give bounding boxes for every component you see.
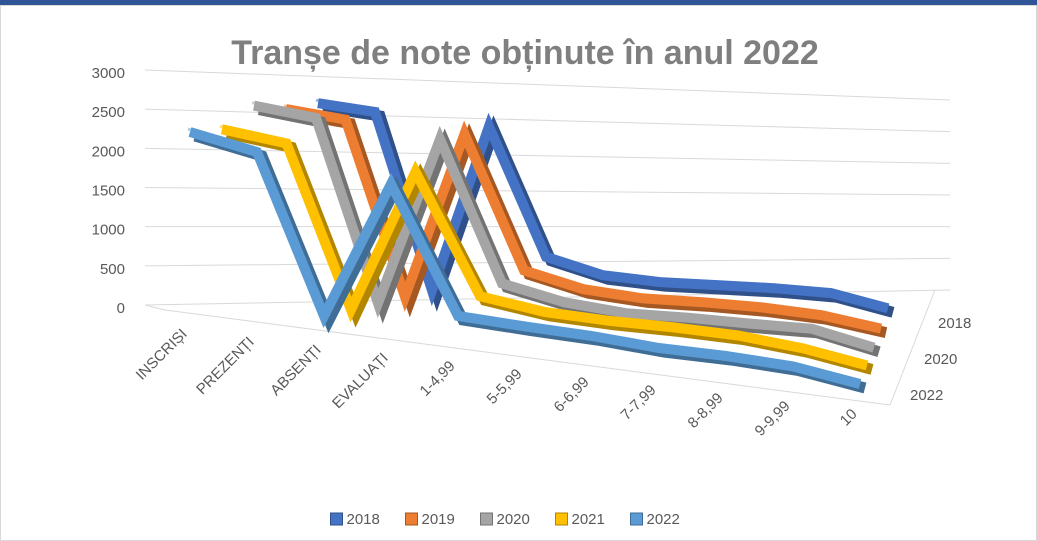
chart-title: Tranșe de note obținute în anul 2022 <box>231 34 819 72</box>
legend-label: 2021 <box>572 511 605 528</box>
floor-edge <box>144 304 166 311</box>
legend-swatch <box>555 512 568 526</box>
legend-swatch <box>330 512 343 526</box>
depth-label: 2018 <box>938 315 971 332</box>
plot <box>187 98 895 394</box>
line-top <box>251 101 873 347</box>
legend-label: 2020 <box>497 511 530 528</box>
y-tick-label: 2500 <box>92 104 125 121</box>
y-tick-label: 0 <box>117 300 125 317</box>
floor-edge <box>889 289 936 406</box>
series <box>219 124 874 375</box>
floor-edge <box>164 309 891 406</box>
legend-swatch <box>630 512 643 526</box>
series <box>187 127 867 394</box>
top-bar <box>0 0 1037 5</box>
legend-label: 2019 <box>422 511 455 528</box>
y-tick-label: 1500 <box>92 182 125 199</box>
y-tick-label: 3000 <box>92 65 125 82</box>
legend-swatch <box>480 512 493 526</box>
y-tick-label: 2000 <box>92 143 125 160</box>
legend-label: 2018 <box>347 511 380 528</box>
depth-label: 2022 <box>910 387 943 404</box>
grid-line <box>144 69 951 101</box>
y-tick-label: 500 <box>100 261 125 278</box>
legend-label: 2022 <box>647 511 680 528</box>
line-top <box>219 124 866 364</box>
y-tick-label: 1000 <box>92 222 125 239</box>
legend-swatch <box>405 512 418 526</box>
line-top <box>187 127 859 383</box>
grid-line <box>144 147 951 164</box>
depth-label: 2020 <box>924 351 957 368</box>
